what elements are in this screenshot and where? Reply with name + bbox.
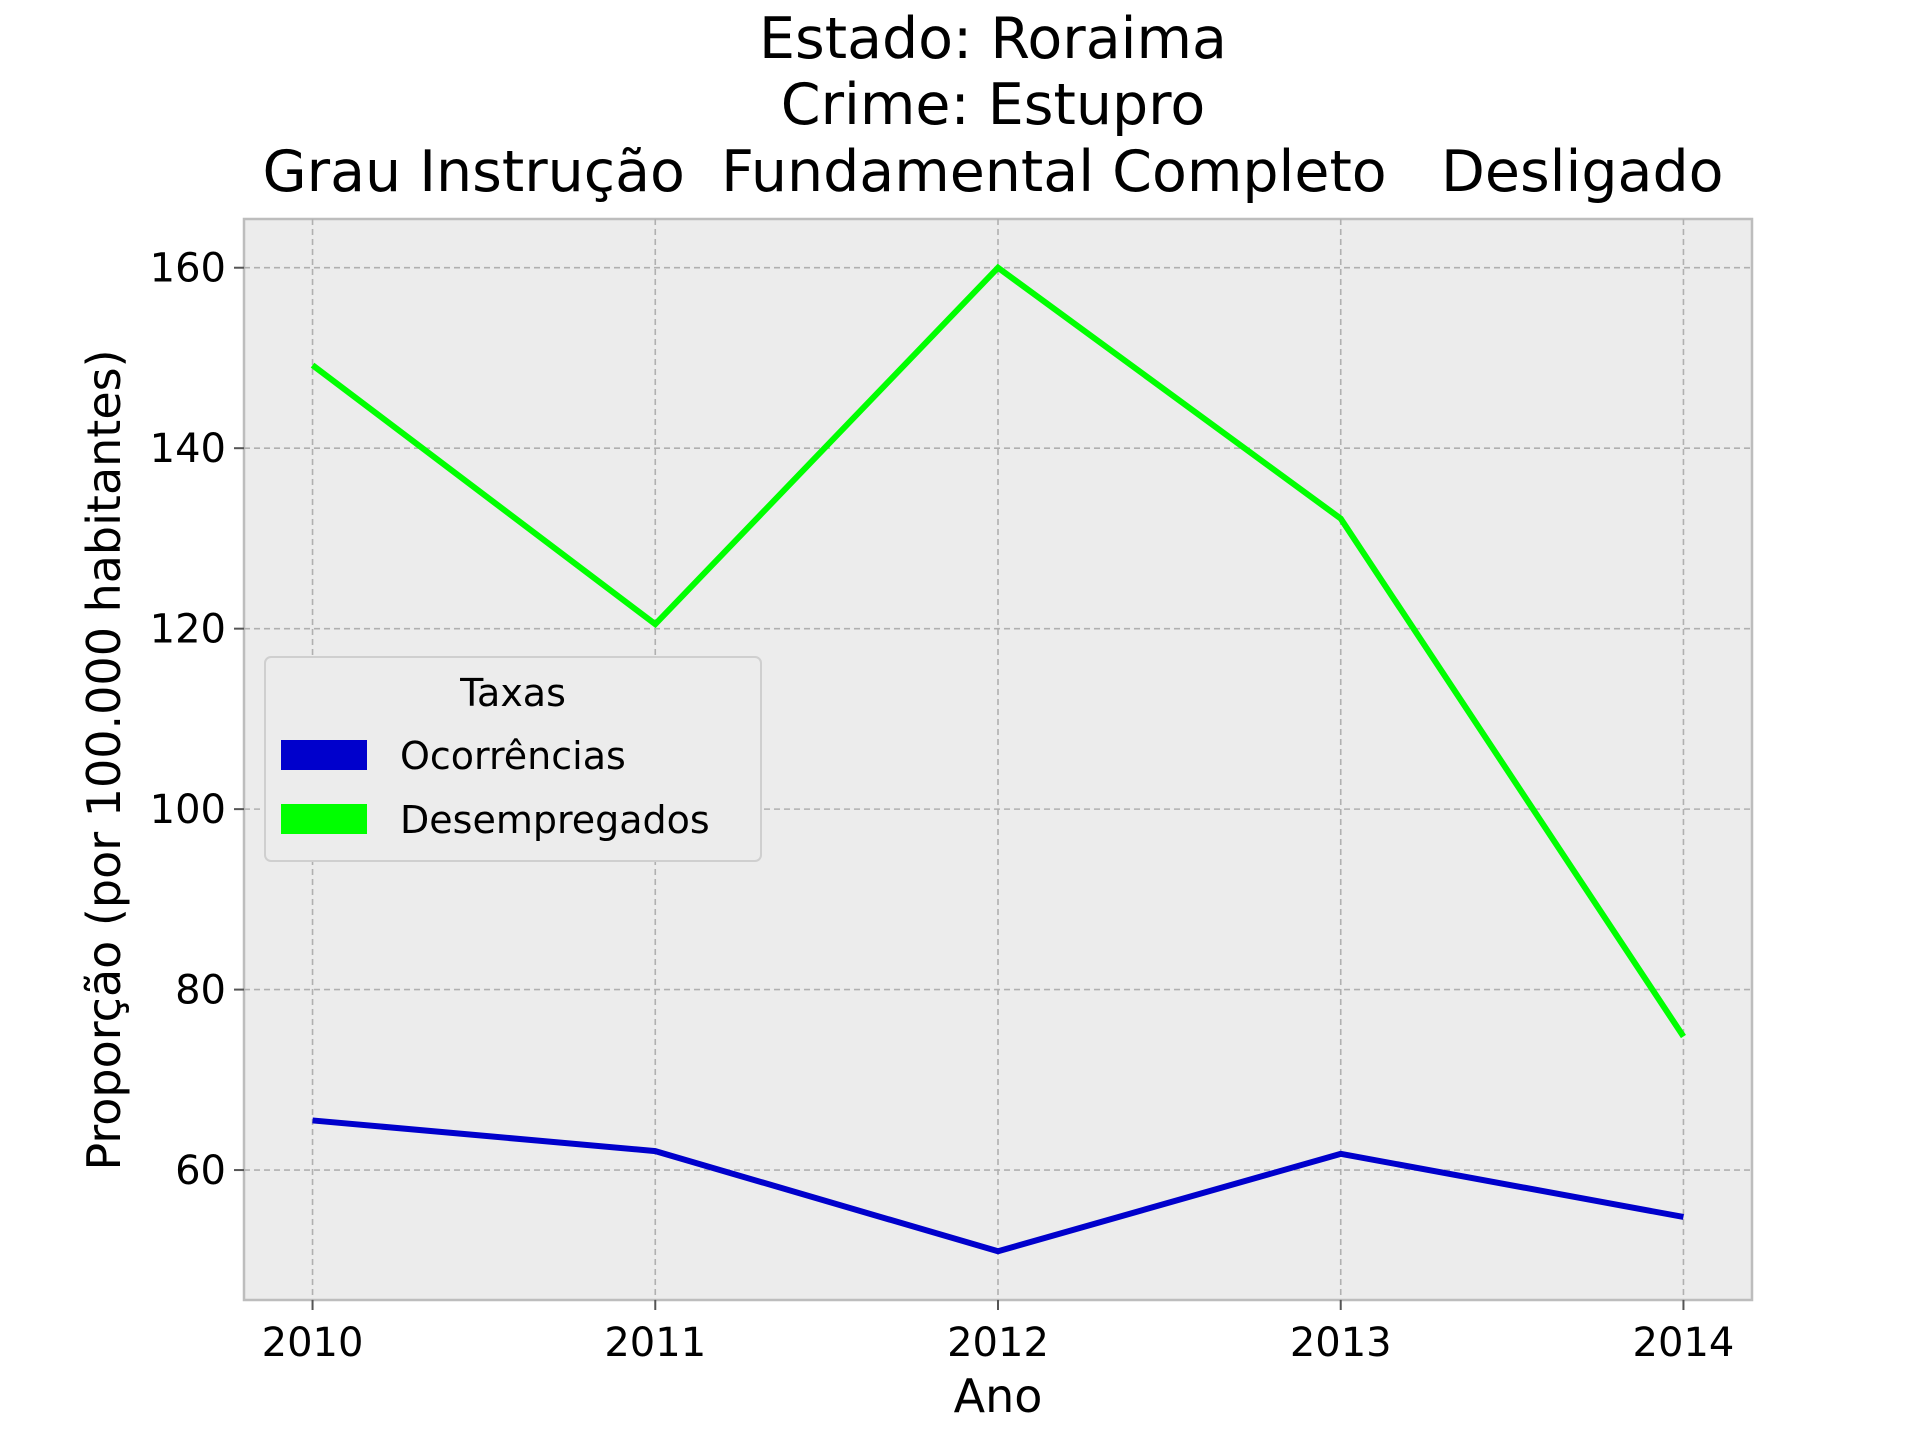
title-line-3: Grau Instrução Fundamental Completo Desl… [262, 139, 1723, 205]
legend-label-ocorrencias: Ocorrências [400, 734, 626, 778]
x-tick-label: 2013 [1290, 1320, 1392, 1366]
x-axis-label: Ano [954, 1369, 1043, 1423]
x-tick-label: 2010 [262, 1320, 364, 1366]
y-axis-ticks: 60 80 100 120 140 160 [150, 246, 244, 1194]
x-tick-label: 2014 [1633, 1320, 1735, 1366]
x-tick-label: 2011 [604, 1320, 706, 1366]
series-line-ocorrencias [312, 1117, 1684, 1255]
title-line-2: Crime: Estupro [781, 72, 1205, 138]
y-tick-label: 60 [175, 1148, 226, 1194]
legend-box [264, 656, 762, 862]
series-line-desempregados [310, 263, 1686, 1039]
legend-title: Taxas [459, 671, 566, 715]
y-tick-label: 80 [175, 968, 226, 1014]
y-tick-label: 120 [150, 607, 226, 653]
chart-title: Estado: Roraima Crime: Estupro Grau Inst… [262, 6, 1723, 205]
title-line-1: Estado: Roraima [759, 6, 1227, 72]
series-layer [310, 263, 1686, 1255]
legend-swatch-ocorrencias [281, 740, 367, 770]
y-tick-label: 160 [150, 246, 226, 292]
y-tick-label: 100 [150, 787, 226, 833]
legend-swatch-desempregados [281, 804, 367, 834]
y-tick-label: 140 [150, 426, 226, 472]
legend-label-desempregados: Desempregados [400, 798, 710, 842]
x-tick-label: 2012 [947, 1320, 1049, 1366]
x-axis-ticks: 2010 2011 2012 2013 2014 [262, 1300, 1735, 1366]
y-axis-label: Proporção (por 100.000 habitantes) [77, 349, 131, 1170]
legend: Taxas Ocorrências Desempregados [264, 656, 762, 862]
